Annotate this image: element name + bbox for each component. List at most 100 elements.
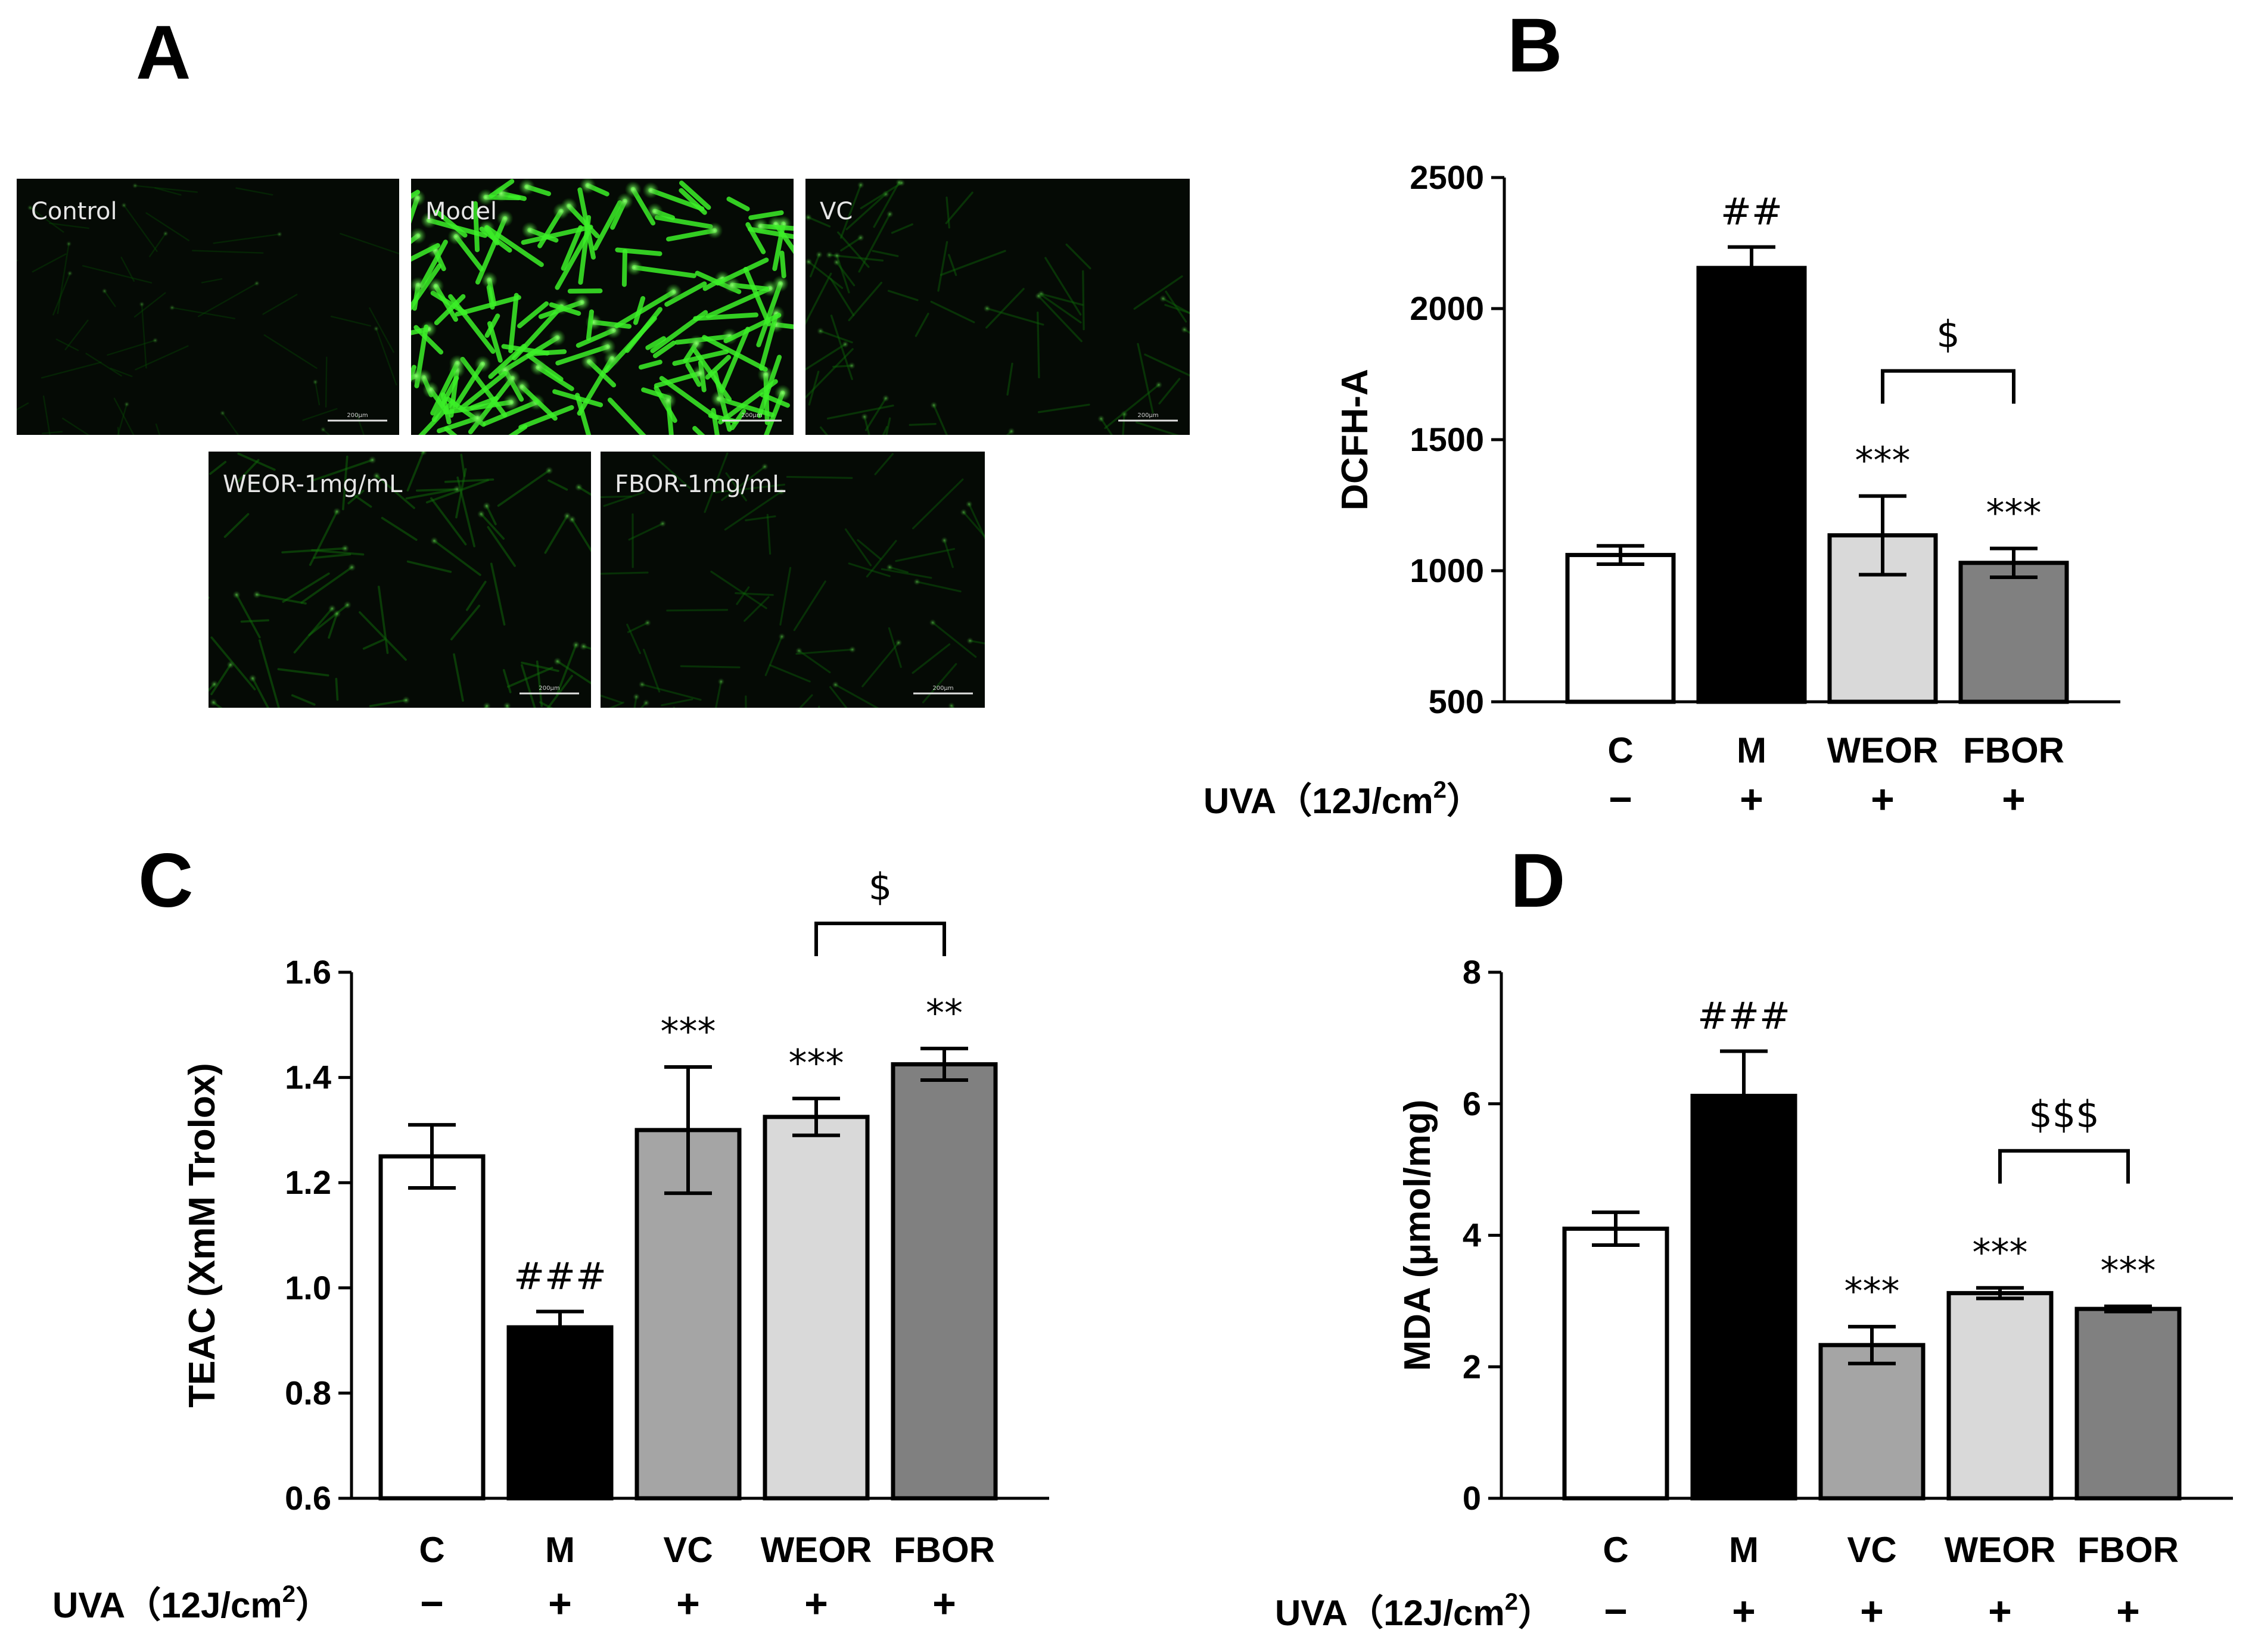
- micrograph-3: VC 200μm: [805, 179, 1190, 435]
- chart-mda: 0 2 4 6 8 MDA (μmol/mg) C − ### M + *** VC + *** WEOR + *…: [1275, 953, 2233, 1634]
- category-label: M: [545, 1530, 575, 1570]
- comparison-bracket: [814, 922, 946, 957]
- error-bar: [1720, 1049, 1768, 1143]
- category-label: WEOR: [761, 1530, 872, 1570]
- error-bar: [1597, 544, 1644, 566]
- uva-sign: +: [548, 1581, 572, 1626]
- y-tick-label: 1.0: [285, 1269, 331, 1306]
- panel-letter-a: A: [136, 10, 191, 95]
- chart-teac: 0.6 0.8 1.0 1.2 1.4 1.6 TEAC (XmM Trolox) C − ###…: [52, 865, 1049, 1626]
- error-bar: [1592, 1210, 1640, 1247]
- category-label: C: [419, 1530, 444, 1570]
- significance-mark: ###: [1697, 994, 1790, 1037]
- bracket-label: $: [869, 865, 892, 909]
- uva-sign: +: [676, 1581, 700, 1626]
- bar-vc: [1818, 1343, 1926, 1501]
- significance-mark: ***: [2101, 1249, 2156, 1293]
- error-bar: [1728, 245, 1775, 291]
- error-bar: [920, 1047, 968, 1082]
- error-bar: [1990, 546, 2038, 579]
- uva-label: UVA（12J/cm2）: [52, 1581, 331, 1625]
- category-label: VC: [1847, 1530, 1896, 1570]
- bar-weor: [763, 1115, 870, 1501]
- y-tick-label: 1.2: [285, 1163, 331, 1201]
- error-bar: [1976, 1286, 2024, 1301]
- fluorescent-cells: [17, 182, 399, 435]
- y-tick-label: 8: [1463, 953, 1481, 991]
- micrograph-label: Control: [31, 198, 117, 225]
- y-tick-label: 6: [1463, 1085, 1481, 1122]
- uva-sign: +: [1732, 1589, 1756, 1634]
- category-label: VC: [663, 1530, 713, 1570]
- y-axis-label: TEAC (XmM Trolox): [182, 1063, 223, 1408]
- micrograph-1: Control 200μm: [17, 179, 399, 435]
- micrograph-background: [209, 452, 591, 708]
- micrograph-label: Model: [425, 198, 497, 225]
- category-label: M: [1729, 1530, 1759, 1570]
- category-label: FBOR: [2077, 1530, 2179, 1570]
- error-bar: [408, 1123, 456, 1190]
- error-bar: [1848, 1324, 1896, 1365]
- fluorescent-cells: [411, 179, 794, 435]
- bar-weor: [1946, 1291, 2054, 1501]
- bracket-label: $: [1936, 313, 1959, 356]
- category-label: C: [1603, 1530, 1628, 1570]
- bar-fbor: [2074, 1306, 2182, 1501]
- y-tick-label: 1500: [1410, 421, 1484, 458]
- uva-label: UVA（12J/cm2）: [1275, 1589, 1554, 1633]
- y-tick-label: 1000: [1410, 552, 1484, 589]
- error-bar: [792, 1096, 840, 1137]
- micrograph-label: FBOR-1mg/mL: [615, 471, 786, 498]
- bar-fbor: [891, 1062, 998, 1501]
- uva-sign: +: [1740, 777, 1763, 822]
- significance-mark: ***: [661, 1010, 716, 1053]
- uva-sign: +: [2002, 777, 2026, 822]
- scale-bar-label: 200μm: [347, 412, 368, 419]
- scale-bar-label: 200μm: [1137, 412, 1158, 419]
- fluorescent-cells: [601, 452, 985, 708]
- significance-mark: ***: [1855, 439, 1911, 483]
- significance-mark: ***: [1986, 491, 2042, 535]
- scale-bar-label: 200μm: [539, 685, 559, 692]
- category-label: WEOR: [1945, 1530, 2056, 1570]
- error-bar: [664, 1065, 712, 1195]
- significance-mark: ###: [514, 1255, 606, 1298]
- y-tick-label: 2000: [1410, 290, 1484, 327]
- bar-m: [1696, 266, 1807, 704]
- fluorescent-cells: [209, 452, 591, 708]
- bar-fbor: [1958, 561, 2069, 704]
- y-tick-label: 4: [1463, 1217, 1481, 1254]
- y-tick-label: 0.6: [285, 1479, 331, 1517]
- y-tick-label: 0.8: [285, 1374, 331, 1411]
- bar-m: [506, 1325, 614, 1501]
- y-axis-label: MDA (μmol/mg): [1397, 1100, 1438, 1371]
- uva-sign: +: [1988, 1589, 2012, 1634]
- y-axis-label: DCFH-A: [1335, 369, 1376, 511]
- micrograph-label: VC: [820, 198, 853, 225]
- error-bar: [2104, 1304, 2152, 1314]
- y-tick-label: 0: [1463, 1479, 1481, 1517]
- error-bar: [1859, 494, 1906, 577]
- uva-sign: +: [1871, 777, 1895, 822]
- significance-mark: **: [926, 991, 963, 1035]
- y-tick-label: 1.4: [285, 1059, 331, 1096]
- micrograph-background: [601, 452, 985, 708]
- y-tick-label: 2500: [1410, 158, 1484, 196]
- category-label: FBOR: [1963, 730, 2064, 770]
- comparison-bracket: [1998, 1149, 2130, 1184]
- uva-sign: +: [1860, 1589, 1884, 1634]
- bar-m: [1690, 1094, 1797, 1501]
- comparison-bracket: [1881, 369, 2015, 404]
- micrograph-background: [805, 179, 1190, 435]
- uva-label: UVA（12J/cm2）: [1203, 777, 1482, 821]
- chart-dcfh: 500 1000 1500 2000 2500 DCFH-A C − ## M + *** WEOR + *…: [1203, 158, 2120, 822]
- panel-letter-c: C: [138, 838, 193, 923]
- bar-c: [1565, 553, 1676, 704]
- micrograph-label: WEOR-1mg/mL: [223, 471, 403, 498]
- panel-letter-d: D: [1510, 838, 1565, 923]
- bar-c: [378, 1154, 486, 1501]
- significance-mark: ***: [1844, 1270, 1900, 1313]
- error-bar: [536, 1309, 584, 1345]
- category-label: C: [1607, 730, 1633, 770]
